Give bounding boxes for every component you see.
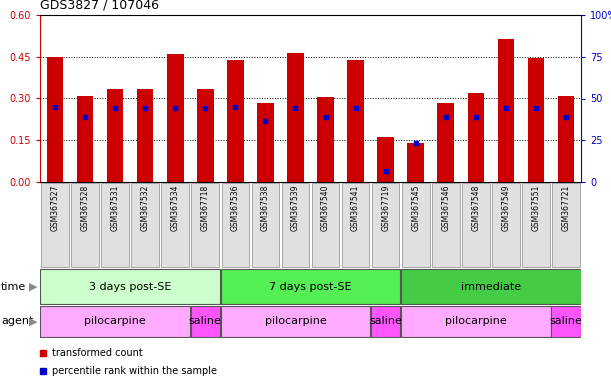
Bar: [191, 306, 220, 337]
Text: saline: saline: [369, 316, 402, 326]
Text: pilocarpine: pilocarpine: [445, 316, 507, 326]
Bar: [437, 103, 454, 182]
Bar: [282, 183, 309, 267]
Bar: [41, 183, 69, 267]
Text: 3 days post-SE: 3 days post-SE: [89, 281, 171, 291]
Bar: [161, 183, 189, 267]
Bar: [197, 89, 214, 182]
Bar: [347, 60, 364, 182]
Bar: [221, 306, 370, 337]
Bar: [227, 60, 244, 182]
Bar: [71, 183, 99, 267]
Bar: [528, 58, 544, 182]
Text: time: time: [1, 281, 26, 291]
Bar: [137, 89, 153, 182]
Bar: [402, 183, 430, 267]
Bar: [287, 53, 304, 182]
Bar: [257, 103, 274, 182]
Text: immediate: immediate: [461, 281, 521, 291]
Text: GSM367534: GSM367534: [170, 185, 180, 231]
Bar: [40, 306, 190, 337]
Bar: [131, 183, 159, 267]
Bar: [317, 97, 334, 182]
Bar: [252, 183, 279, 267]
Text: GSM367527: GSM367527: [51, 185, 59, 231]
Bar: [312, 183, 339, 267]
Bar: [342, 183, 370, 267]
Text: GSM367718: GSM367718: [201, 185, 210, 231]
Bar: [101, 183, 129, 267]
Text: GSM367539: GSM367539: [291, 185, 300, 231]
Text: GSM367538: GSM367538: [261, 185, 270, 231]
Bar: [47, 57, 64, 182]
Text: percentile rank within the sample: percentile rank within the sample: [53, 366, 218, 376]
Text: GSM367549: GSM367549: [502, 185, 510, 231]
Bar: [372, 183, 400, 267]
Bar: [40, 270, 220, 303]
Bar: [558, 96, 574, 182]
Bar: [107, 89, 123, 182]
Text: saline: saline: [189, 316, 222, 326]
Text: GSM367546: GSM367546: [441, 185, 450, 231]
Bar: [221, 270, 400, 303]
Text: pilocarpine: pilocarpine: [265, 316, 326, 326]
Text: transformed count: transformed count: [53, 348, 143, 358]
Bar: [371, 306, 400, 337]
Text: GDS3827 / 107046: GDS3827 / 107046: [40, 0, 159, 11]
Text: GSM367540: GSM367540: [321, 185, 330, 231]
Bar: [522, 183, 550, 267]
Text: ▶: ▶: [29, 316, 38, 326]
Text: ▶: ▶: [29, 281, 38, 291]
Bar: [462, 183, 489, 267]
Text: GSM367541: GSM367541: [351, 185, 360, 231]
Text: saline: saline: [549, 316, 582, 326]
Text: GSM367719: GSM367719: [381, 185, 390, 231]
Text: GSM367532: GSM367532: [141, 185, 150, 231]
Bar: [191, 183, 219, 267]
Bar: [222, 183, 249, 267]
Text: agent: agent: [1, 316, 34, 326]
Text: GSM367548: GSM367548: [471, 185, 480, 231]
Text: GSM367545: GSM367545: [411, 185, 420, 231]
Text: GSM367721: GSM367721: [562, 185, 571, 231]
Text: 7 days post-SE: 7 days post-SE: [269, 281, 352, 291]
Bar: [401, 306, 551, 337]
Bar: [551, 306, 580, 337]
Text: GSM367536: GSM367536: [231, 185, 240, 231]
Text: pilocarpine: pilocarpine: [84, 316, 146, 326]
Bar: [77, 96, 93, 182]
Text: GSM367531: GSM367531: [111, 185, 120, 231]
Bar: [401, 270, 580, 303]
Bar: [432, 183, 459, 267]
Bar: [378, 137, 394, 182]
Bar: [167, 54, 183, 182]
Bar: [497, 39, 514, 182]
Bar: [492, 183, 520, 267]
Bar: [467, 93, 484, 182]
Bar: [408, 143, 424, 182]
Text: GSM367528: GSM367528: [81, 185, 90, 231]
Text: GSM367551: GSM367551: [532, 185, 540, 231]
Bar: [552, 183, 580, 267]
